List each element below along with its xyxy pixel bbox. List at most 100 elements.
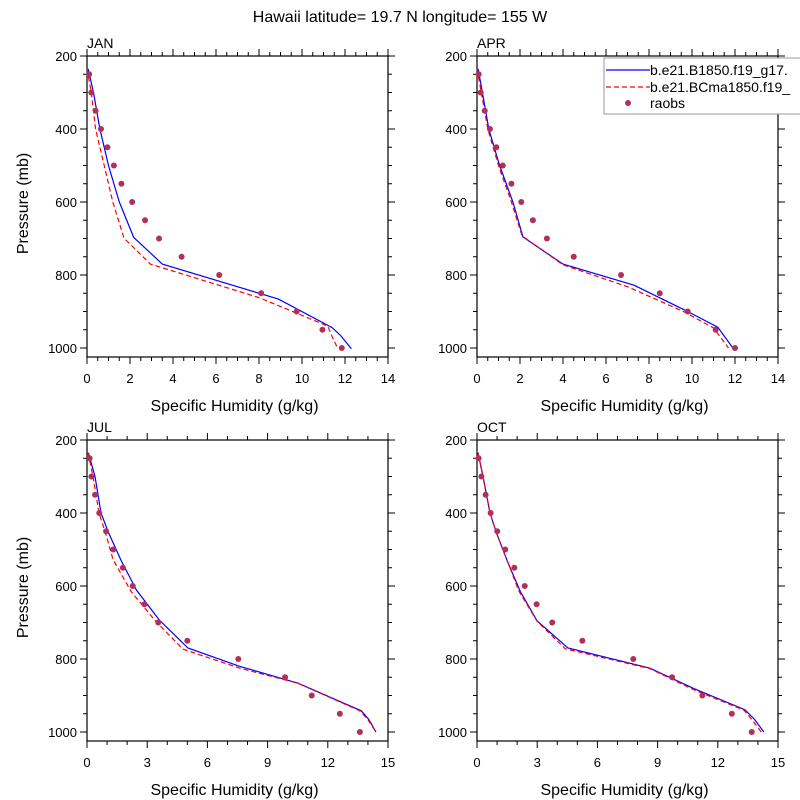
raobs-point — [508, 180, 515, 187]
x-tick-label: 2 — [126, 371, 133, 386]
raobs-point — [110, 162, 117, 169]
legend: b.e21.B1850.f19_g17. b.e21.BCma1850.f19_… — [603, 57, 800, 115]
y-tick-label: 600 — [445, 579, 467, 594]
raobs-point — [518, 199, 525, 205]
raobs-point — [119, 564, 126, 571]
raobs-point — [155, 619, 162, 626]
raobs-point — [92, 491, 99, 498]
raobs-point — [88, 473, 95, 480]
y-tick-label: 800 — [55, 652, 77, 667]
raobs-point — [748, 729, 755, 735]
legend-marker-raobs — [625, 100, 631, 106]
raobs-point — [475, 455, 482, 462]
x-tick-label: 6 — [602, 371, 609, 386]
panel-title: JAN — [87, 35, 113, 51]
plot-frame — [86, 55, 389, 358]
raobs-point — [118, 180, 125, 187]
x-tick-label: 3 — [534, 755, 541, 770]
raobs-point — [88, 89, 95, 96]
y-tick-label: 600 — [445, 195, 467, 210]
raobs-point — [142, 217, 149, 224]
x-tick-label: 0 — [83, 755, 90, 770]
x-tick-label: 10 — [295, 371, 309, 386]
raobs-point — [669, 674, 676, 681]
raobs-point — [319, 326, 326, 333]
legend-label-model2: b.e21.BCma1850.f19_ — [650, 79, 790, 95]
raobs-point — [216, 272, 223, 278]
y-tick-label: 200 — [445, 49, 467, 64]
plot-frame — [476, 439, 779, 742]
y-tick-label: 1000 — [438, 725, 467, 740]
raobs-point — [630, 656, 637, 662]
raobs-point — [486, 126, 493, 132]
legend-label-model1: b.e21.B1850.f19_g17. — [650, 62, 788, 78]
panel-title: JUL — [87, 419, 112, 435]
raobs-point — [477, 89, 484, 96]
series-line-b1850 — [477, 452, 765, 733]
raobs-point — [728, 710, 735, 717]
plot-frame — [86, 439, 389, 742]
raobs-point — [579, 637, 586, 644]
raobs-point — [684, 308, 691, 315]
raobs-point — [481, 107, 488, 114]
x-tick-label: 4 — [559, 371, 566, 386]
y-tick-label: 400 — [445, 506, 467, 521]
x-tick-label: 6 — [204, 755, 211, 770]
x-tick-label: 0 — [83, 371, 90, 386]
raobs-point — [502, 546, 509, 553]
raobs-point — [178, 253, 185, 260]
raobs-point — [184, 637, 191, 644]
x-tick-label: 4 — [169, 371, 176, 386]
raobs-point — [529, 217, 536, 224]
raobs-point — [656, 290, 663, 297]
x-tick-label: 8 — [645, 371, 652, 386]
x-tick-label: 15 — [381, 755, 395, 770]
raobs-point — [493, 144, 500, 151]
x-tick-label: 14 — [381, 371, 395, 386]
raobs-point — [103, 528, 110, 535]
x-tick-label: 6 — [594, 755, 601, 770]
panel-title: OCT — [477, 419, 507, 435]
x-tick-label: 6 — [212, 371, 219, 386]
series-line-b1850 — [87, 68, 352, 350]
raobs-point — [475, 71, 482, 78]
raobs-point — [235, 656, 242, 662]
panel-apr: 0 2 4 6 8 10 12 14 200 400 600 800 1000 APR Specific H… — [438, 35, 785, 415]
raobs-point — [156, 235, 163, 242]
y-tick-label: 1000 — [438, 341, 467, 356]
series-line-bcma1850 — [86, 68, 339, 349]
raobs-point — [338, 345, 345, 351]
raobs-point — [482, 491, 489, 498]
x-tick-label: 12 — [711, 755, 725, 770]
x-tick-label: 12 — [338, 371, 352, 386]
raobs-point — [570, 253, 577, 260]
raobs-point — [86, 71, 93, 78]
x-tick-label: 12 — [728, 371, 742, 386]
legend-box — [603, 57, 800, 115]
x-tick-label: 2 — [516, 371, 523, 386]
y-tick-label: 800 — [55, 268, 77, 283]
y-axis-label: Pressure (mb) — [15, 537, 32, 638]
raobs-point — [104, 144, 111, 151]
x-axis-label: Specific Humidity (g/kg) — [540, 398, 708, 415]
raobs-point — [511, 564, 518, 571]
x-tick-label: 9 — [654, 755, 661, 770]
legend-label-raobs: raobs — [650, 95, 685, 111]
raobs-point — [141, 601, 148, 608]
raobs-point — [110, 546, 117, 553]
raobs-point — [499, 162, 506, 169]
x-tick-label: 8 — [255, 371, 262, 386]
y-tick-label: 200 — [55, 433, 77, 448]
x-axis-label: Specific Humidity (g/kg) — [150, 398, 318, 415]
raobs-point — [356, 729, 363, 735]
series-line-bcma1850 — [476, 68, 729, 349]
figure-title: Hawaii latitude= 19.7 N longitude= 155 W — [253, 9, 548, 26]
raobs-point — [86, 455, 93, 462]
x-axis-label: Specific Humidity (g/kg) — [150, 782, 318, 799]
raobs-point — [487, 510, 494, 516]
y-tick-label: 800 — [445, 268, 467, 283]
x-axis-label: Specific Humidity (g/kg) — [540, 782, 708, 799]
raobs-point — [699, 692, 706, 699]
raobs-point — [258, 290, 265, 297]
